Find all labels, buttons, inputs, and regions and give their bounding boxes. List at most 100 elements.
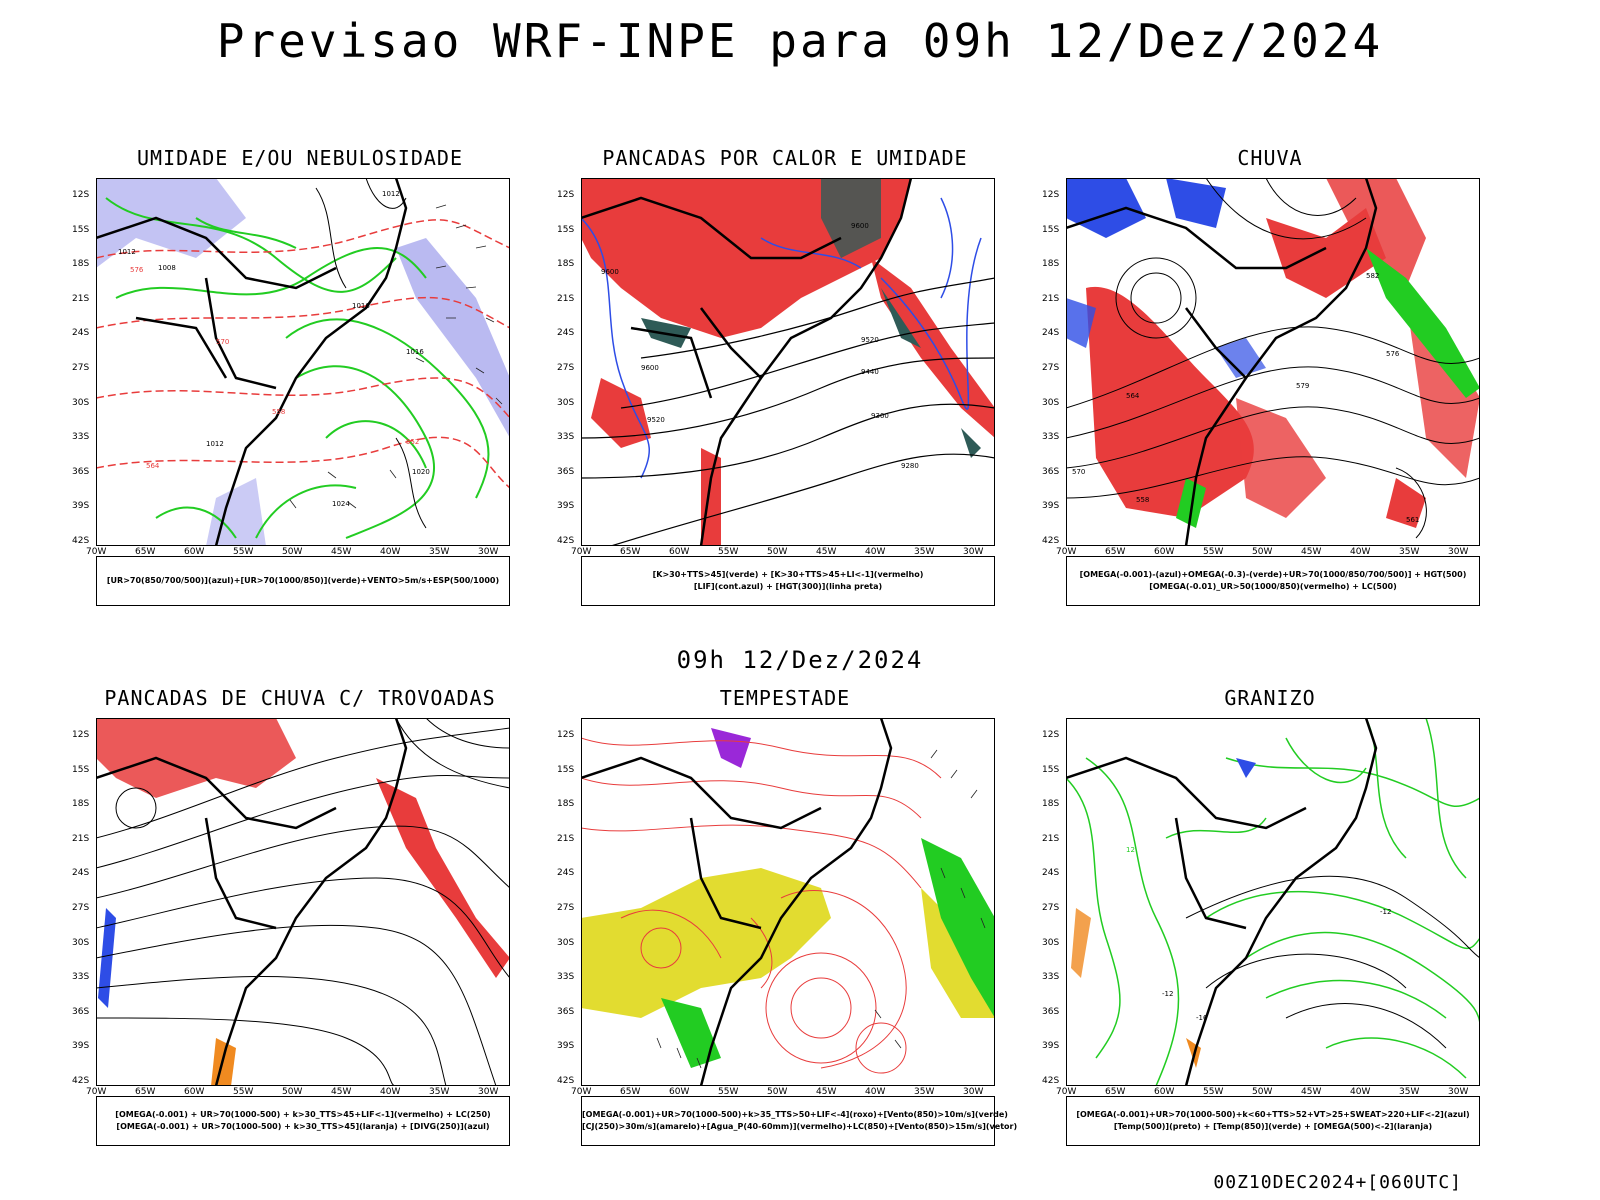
lat-tick-label: 39S	[557, 501, 575, 512]
lat-tick-label: 15S	[557, 764, 575, 775]
legend-box: [OMEGA(-0.001)-(azul)+OMEGA(-0.3)-(verde…	[1066, 556, 1480, 606]
lon-tick-label: 70W	[86, 547, 107, 557]
lon-tick-label: 70W	[86, 1087, 107, 1097]
lat-tick-label: 21S	[72, 293, 90, 304]
lat-tick-label: 30S	[557, 397, 575, 408]
lon-tick-label: 40W	[865, 1087, 886, 1097]
legend-line: [OMEGA(-0.001)+UR>70(1000-500)+k<60+TTS>…	[1076, 1110, 1470, 1119]
contour-label: 579	[1296, 382, 1309, 390]
lon-tick-label: 55W	[1203, 547, 1224, 557]
legend-line: [OMEGA(-0.001) + UR>70(1000-500) + k>30_…	[115, 1110, 491, 1119]
lat-tick-label: 39S	[1042, 501, 1060, 512]
legend-box: [OMEGA(-0.001)+UR>70(1000-500)+k<60+TTS>…	[1066, 1096, 1480, 1146]
contour-label: 1020	[412, 468, 430, 476]
contour-label: 9520	[647, 416, 665, 424]
run-info: 00Z10DEC2024+[060UTC]	[1213, 1172, 1462, 1193]
lat-tick-label: 36S	[1042, 1006, 1060, 1017]
lat-tick-label: 15S	[1042, 764, 1060, 775]
panel-title: CHUVA	[1237, 146, 1303, 170]
lat-tick-label: 33S	[557, 432, 575, 443]
contour-label: 564	[146, 462, 160, 470]
lat-tick-label: 39S	[557, 1041, 575, 1052]
panel-title: PANCADAS DE CHUVA C/ TROVOADAS	[104, 686, 496, 710]
legend-box: [K>30+TTS>45](verde) + [K>30+TTS>45+LI<-…	[581, 556, 995, 606]
forecast-time: 09h 12/Dez/2024	[676, 646, 924, 674]
lon-tick-label: 65W	[135, 1087, 156, 1097]
lon-tick-label: 65W	[1105, 547, 1126, 557]
legend-line: [Temp(500)](preto) + [Temp(850)](verde) …	[1113, 1122, 1433, 1131]
lon-tick-label: 55W	[718, 1087, 739, 1097]
lat-tick-label: 24S	[1042, 868, 1060, 879]
lon-tick-label: 50W	[1252, 1087, 1273, 1097]
lat-tick-label: 42S	[557, 536, 575, 546]
lat-tick-label: 24S	[72, 328, 90, 339]
panel-trovoadas: PANCADAS DE CHUVA C/ TROVOADAS	[60, 686, 540, 1176]
lon-tick-label: 40W	[865, 547, 886, 557]
lon-tick-label: 35W	[1399, 1087, 1420, 1097]
lat-tick-label: 15S	[557, 224, 575, 235]
panel-title: GRANIZO	[1224, 686, 1316, 710]
lat-tick-label: 12S	[557, 190, 575, 200]
map-chuva: 582 576 570 564 558 561 579	[1066, 178, 1480, 546]
lon-tick-label: 65W	[1105, 1087, 1126, 1097]
legend-line: [UR>70(850/700/500)](azul)+[UR>70(1000/8…	[106, 576, 500, 585]
lon-tick-label: 55W	[718, 547, 739, 557]
lat-tick-label: 18S	[557, 799, 575, 810]
lon-tick-label: 35W	[1399, 547, 1420, 557]
legend-line: [CJ(250)>30m/s](amarelo)+[Agua_P(40-60mm…	[582, 1122, 1018, 1131]
contour-label: 582	[1366, 272, 1379, 280]
lat-tick-label: 36S	[557, 1006, 575, 1017]
lon-tick-label: 65W	[620, 547, 641, 557]
panel-pancadas-calor: PANCADAS POR CALOR E UMIDADE	[545, 146, 1025, 636]
lon-tick-label: 45W	[816, 1087, 837, 1097]
lat-tick-label: 18S	[557, 259, 575, 270]
lat-tick-label: 30S	[557, 937, 575, 948]
lat-tick-label: 36S	[72, 466, 90, 477]
lon-tick-label: 40W	[380, 1087, 401, 1097]
map-granizo: -12 -12 -16 12	[1066, 718, 1480, 1086]
page-title: Previsao WRF-INPE para 09h 12/Dez/2024	[216, 14, 1384, 68]
contour-label: 552	[406, 438, 419, 446]
map-pancadas-calor: 9600 9600 9520 9440 9360 9280 9600 9520	[581, 178, 995, 546]
lon-tick-label: 30W	[963, 1087, 984, 1097]
panel-title: PANCADAS POR CALOR E UMIDADE	[602, 146, 968, 170]
lat-tick-label: 18S	[1042, 799, 1060, 810]
legend-line: [OMEGA(-0.001) + UR>70(1000-500) + k>30_…	[116, 1122, 490, 1131]
contour-label: 564	[1126, 392, 1140, 400]
contour-label: 1012	[382, 190, 400, 198]
lon-tick-label: 30W	[1448, 1087, 1469, 1097]
lon-tick-label: 30W	[963, 547, 984, 557]
lon-tick-label: 45W	[331, 547, 352, 557]
lat-tick-label: 42S	[557, 1076, 575, 1086]
lat-tick-label: 39S	[72, 1041, 90, 1052]
lat-tick-label: 24S	[1042, 328, 1060, 339]
contour-label: 1012	[206, 440, 224, 448]
panel-title: UMIDADE E/OU NEBULOSIDADE	[136, 146, 464, 170]
legend-box: [UR>70(850/700/500)](azul)+[UR>70(1000/8…	[96, 556, 510, 606]
contour-label: 9600	[601, 268, 619, 276]
lat-tick-label: 33S	[1042, 432, 1060, 443]
panel-granizo: GRANIZO	[1030, 686, 1510, 1176]
lat-tick-label: 39S	[1042, 1041, 1060, 1052]
contour-label: 1024	[332, 500, 350, 508]
lon-tick-label: 70W	[571, 1087, 592, 1097]
contour-label: 1012	[118, 248, 136, 256]
lon-tick-label: 30W	[478, 1087, 499, 1097]
lon-tick-label: 40W	[1350, 1087, 1371, 1097]
lon-tick-label: 45W	[816, 547, 837, 557]
panel-title: TEMPESTADE	[719, 686, 851, 710]
contour-label: 9600	[851, 222, 869, 230]
lon-tick-label: 60W	[1154, 547, 1175, 557]
contour-label: 1008	[158, 264, 176, 272]
map-trovoadas	[96, 718, 510, 1086]
lat-tick-label: 12S	[557, 730, 575, 740]
lat-tick-label: 18S	[72, 259, 90, 270]
lat-tick-label: 42S	[72, 536, 90, 546]
contour-label: 1016	[352, 302, 370, 310]
lat-tick-label: 27S	[72, 363, 90, 373]
contour-label: -12	[1162, 990, 1173, 998]
lon-tick-label: 60W	[184, 547, 205, 557]
lat-tick-label: 30S	[1042, 397, 1060, 408]
lon-tick-label: 55W	[1203, 1087, 1224, 1097]
lat-tick-label: 12S	[72, 730, 90, 740]
